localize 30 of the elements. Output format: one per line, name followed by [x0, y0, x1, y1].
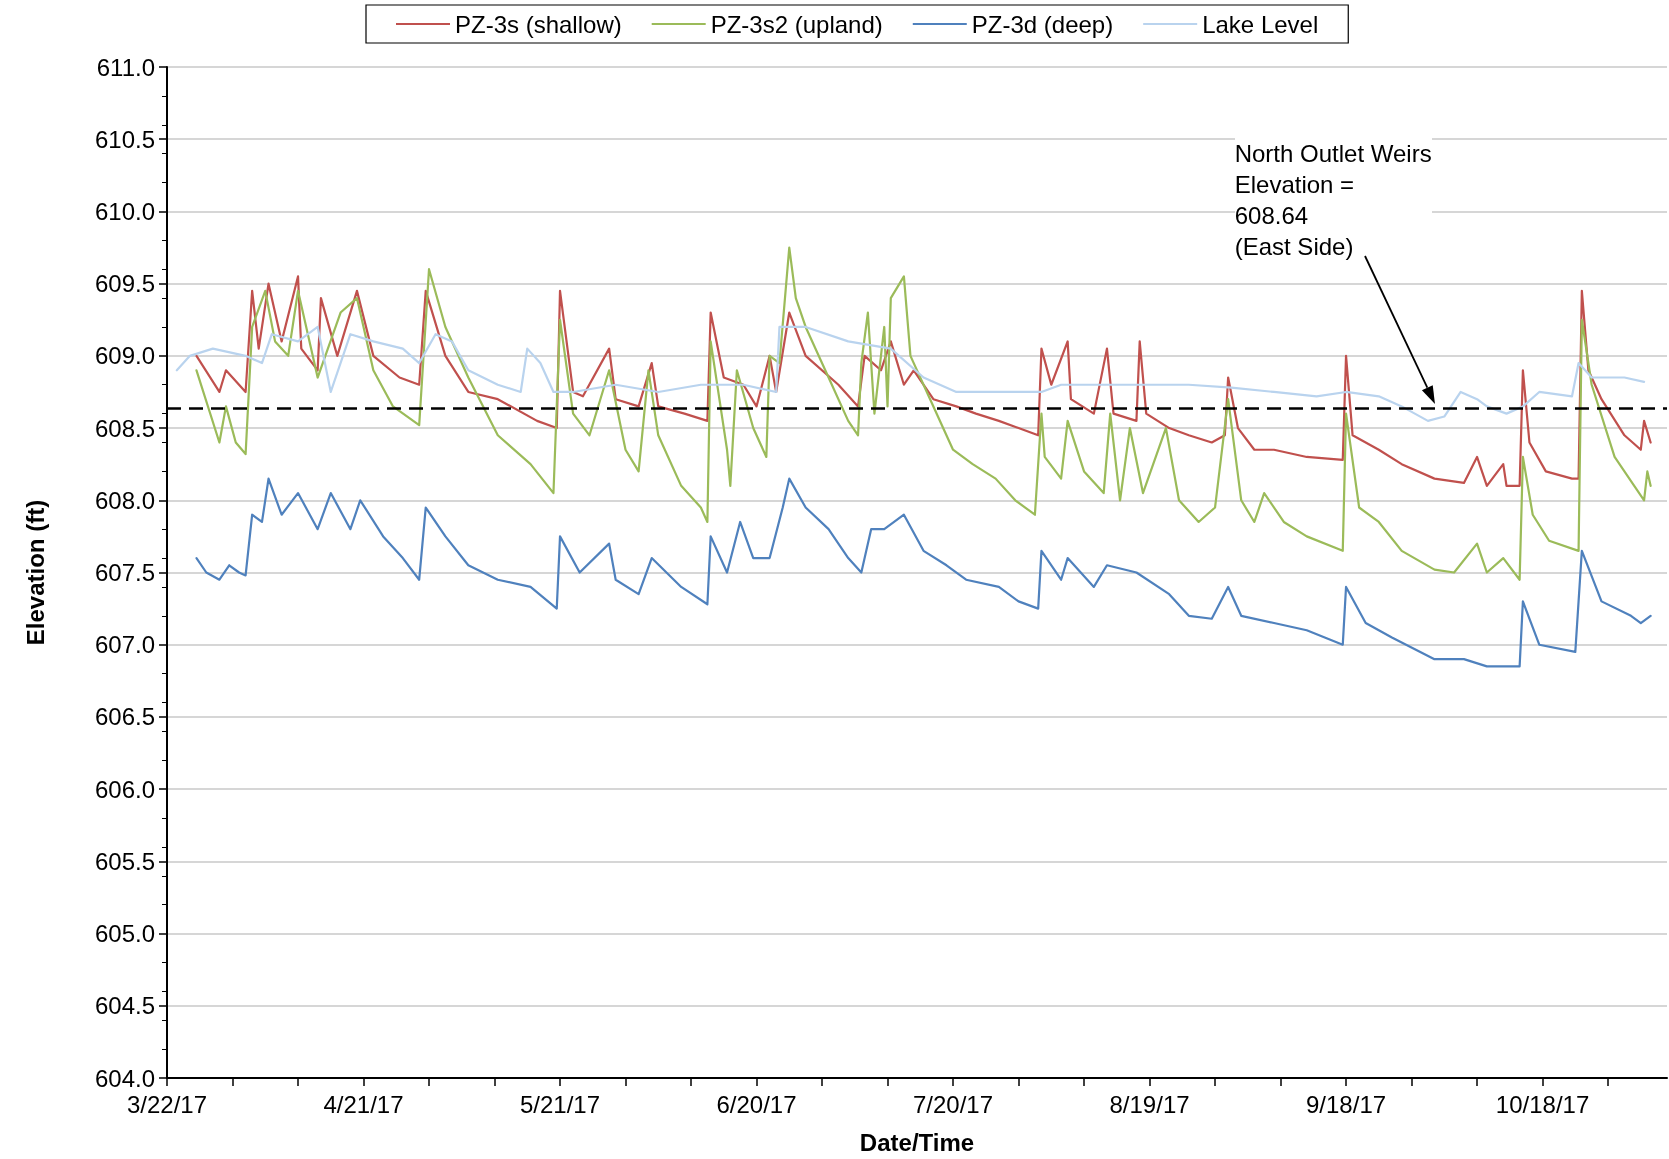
y-tick-label: 609.5 — [94, 270, 155, 298]
y-tick-label: 611.0 — [96, 53, 155, 81]
y-tick-label: 606.5 — [94, 703, 155, 731]
annotation: North Outlet Weirs Elevation = 608.64 (East Side) — [1234, 137, 1432, 262]
legend-label: PZ-3s2 (upland) — [710, 10, 883, 38]
x-tick-label: 5/21/17 — [519, 1090, 601, 1118]
y-tick-label: 610.5 — [94, 125, 155, 153]
x-tick-label: 10/18/17 — [1495, 1090, 1590, 1118]
x-tick-label: 3/22/17 — [126, 1090, 208, 1118]
y-tick-label: 607.5 — [94, 559, 155, 586]
legend-label: Lake Level — [1202, 10, 1319, 38]
y-tick-label: 606.0 — [94, 775, 155, 803]
y-tick-label: 605.0 — [94, 920, 155, 948]
y-tick-label: 604.0 — [94, 1064, 155, 1092]
x-tick-label: 6/20/17 — [716, 1090, 797, 1118]
x-tick-label: 7/20/17 — [912, 1090, 994, 1118]
y-tick-label: 609.0 — [94, 342, 155, 370]
y-tick-label: 605.5 — [94, 847, 155, 875]
x-tick-label: 8/19/17 — [1109, 1090, 1190, 1118]
y-tick-label: 607.0 — [94, 631, 155, 659]
x-tick-label: 4/21/17 — [323, 1090, 404, 1118]
y-tick-label: 604.5 — [94, 992, 155, 1020]
y-tick-label: 608.0 — [94, 486, 155, 514]
y-axis-title: Elevation (ft) — [21, 499, 49, 646]
y-tick-label: 610.0 — [94, 197, 155, 225]
x-axis-title: Date/Time — [859, 1128, 975, 1156]
legend-label: PZ-3s (shallow) — [455, 10, 622, 38]
x-tick-label: 9/18/17 — [1306, 1090, 1387, 1118]
y-tick-label: 608.5 — [94, 414, 155, 442]
legend-label: PZ-3d (deep) — [971, 10, 1114, 38]
